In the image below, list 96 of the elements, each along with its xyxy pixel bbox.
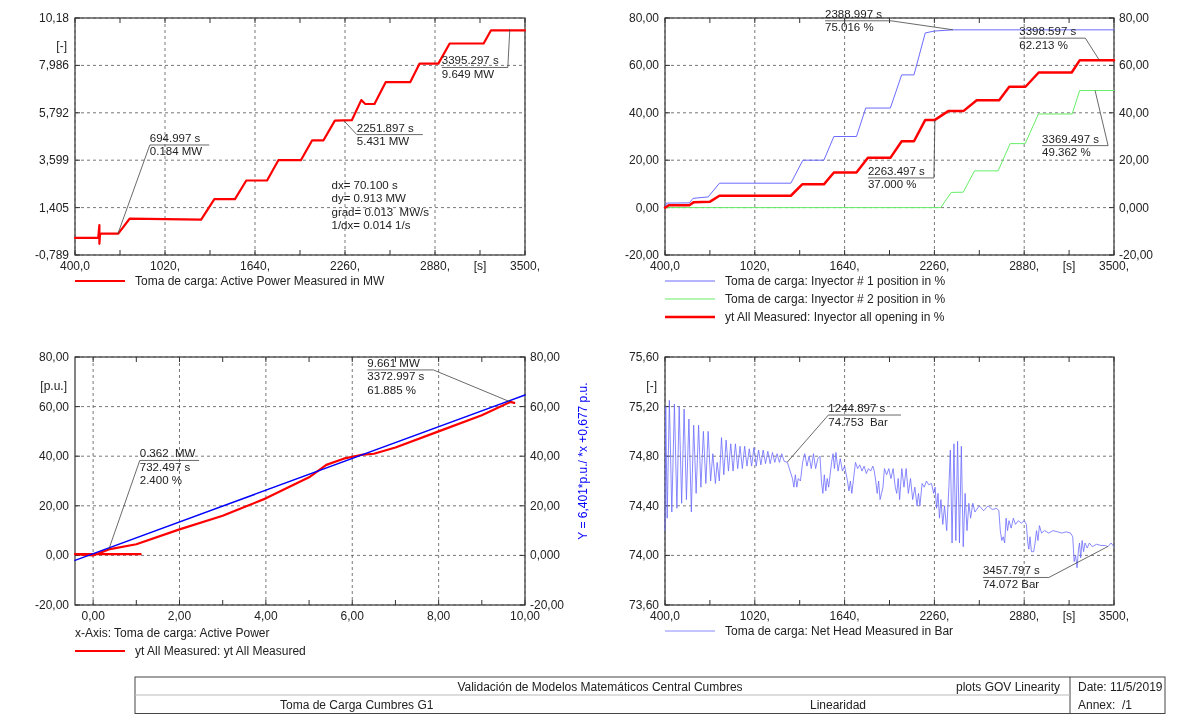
x-tick-label: 4,00 [254,609,278,623]
y-tick-label: -0,789 [34,248,70,262]
annotation: 2251.897 s 5.431 MW [356,121,414,148]
annotation: 9.661 MW 3372.997 s 61.885 % [367,356,425,396]
x-tick-label: 0,00 [81,609,106,623]
y-tick-label: 74,00 [628,548,660,563]
x-tick-label: 2260, [329,259,361,273]
y-tick-label: 20,00 [628,153,660,168]
y-tick-label: 7,986 [38,58,70,73]
y-tick-label: -20,00 [34,598,70,612]
y2-axis-title: Y = 6,401*p.u./ *x +0,677 p.u. [576,382,590,540]
legend-label: yt All Measured: yt All Measured [135,644,306,658]
y-tick-label: 40,00 [628,105,660,120]
y-tick-label: -20,00 [624,248,660,262]
text: Toma de Carga Cumbres G1 [280,698,434,712]
x-tick-label: 1640, [239,259,271,273]
annotation: dx= 70.100 s dy= 0.913 MW grad= 0.013 MW/s 1/dx= 0.014 1/s [331,178,430,232]
y2-tick-label: 80,00 [530,350,561,364]
x-tick-label: 6,00 [340,609,365,623]
x-tick-label: 2880, [419,259,451,273]
x-tick-label: 1020, [739,259,770,273]
y-tick-label: 1,405 [38,200,70,215]
legend-label: Toma de carga: Inyector # 2 position in % [725,292,946,306]
annotation: 3395.297 s 9.649 MW [441,54,499,80]
y2-tick-label: 60,00 [530,399,561,414]
annotation: 0.362 MW 732.497 s 2.400 % [139,447,196,487]
y2-tick-label: -20,00 [530,598,565,612]
x-tick-label: 1640, [829,259,860,273]
y-tick-label: 60,00 [38,399,70,414]
annotation: 3398.597 s 62.213 % [1019,25,1077,51]
annotation: 3369.497 s 49.362 % [1042,132,1100,159]
x-axis-title: [s] [1062,609,1076,623]
x-tick-label: 3500, [1098,259,1130,273]
x-axis-title: x-Axis: Toma de carga: Active Power [75,626,270,640]
y-tick-label: 75,20 [628,399,660,414]
x-tick-label: 2,00 [167,609,192,623]
x-tick-label: 2260, [919,259,950,273]
text: Date: 11/5/2019 [1078,680,1163,694]
y2-tick-label: -20,00 [1119,248,1154,262]
y2-tick-label: 0,000 [1119,200,1150,215]
text: Validación de Modelos Matemáticos Central Cumbres [457,680,743,694]
y-tick-label: 75,60 [628,350,660,364]
y2-tick-label: 40,00 [530,449,561,464]
annotation: 2388.997 s 75.016 % [825,7,883,34]
y2-tick-label: 40,00 [1119,105,1150,120]
annotation: 2263.497 s 37.000 % [867,164,926,191]
x-tick-label: 3500, [509,259,541,273]
x-axis-title: [s] [473,259,487,273]
legend-label: Toma de carga: Active Power Measured in MW [135,274,386,288]
y-tick-label: 60,00 [628,58,660,73]
x-tick-label: 400,0 [649,259,681,273]
legend-label: Toma de carga: Inyector # 1 position in % [725,274,946,288]
x-tick-label: 2880, [1009,609,1040,623]
y2-tick-label: 20,00 [1119,153,1150,168]
y-tick-label: 74,80 [628,449,660,464]
line-series [664,29,1115,209]
annotation: 3457.797 s 74.072 Bar [982,564,1041,590]
line-series [73,29,527,245]
line-series [663,58,1116,209]
y-tick-label: 73,60 [628,598,660,612]
x-tick-label: 1020, [149,259,181,273]
y-tick-label: 0,00 [45,548,70,563]
legend-label: yt All Measured: Inyector all opening in % [725,310,945,324]
annotation: 694.997 s 0.184 MW [149,131,203,158]
y2-tick-label: 60,00 [1119,58,1150,73]
y-tick-label: 5,792 [38,105,70,120]
y-tick-label: 20,00 [38,498,70,513]
y-axis-title: [-] [646,378,657,393]
y-axis-title: [-] [56,38,67,53]
y-tick-label: 74,40 [628,498,660,513]
legend-label: Toma de carga: Net Head Measured in Bar [725,624,954,638]
x-tick-label: 400,0 [649,609,681,623]
line-series [664,90,1115,209]
y-tick-label: 40,00 [38,449,70,464]
y-tick-label: 0,00 [635,200,660,215]
x-tick-label: 1020, [739,609,770,623]
annotation: 1244.897 s 74.753 Bar [828,402,888,428]
text: Linearidad [809,698,867,712]
x-axis-title: [s] [1062,259,1076,273]
y-tick-label: 10,18 [38,11,70,25]
x-tick-label: 2260, [919,609,950,623]
y-axis-title: [p.u.] [40,378,67,393]
x-tick-label: 1640, [829,609,860,623]
y2-tick-label: 0,000 [530,548,561,563]
x-tick-label: 10,00 [509,609,541,623]
x-tick-label: 2880, [1009,259,1040,273]
y-tick-label: 80,00 [628,11,660,25]
y2-tick-label: 20,00 [530,498,561,513]
text: plots GOV Linearity [955,680,1060,694]
x-tick-label: 8,00 [426,609,451,623]
x-tick-label: 3500, [1098,609,1130,623]
x-tick-label: 400,0 [59,259,91,273]
y-tick-label: 3,599 [38,153,70,168]
text: Annex: /1 [1078,698,1133,712]
y-tick-label: 80,00 [38,350,70,364]
y2-tick-label: 80,00 [1119,11,1150,25]
